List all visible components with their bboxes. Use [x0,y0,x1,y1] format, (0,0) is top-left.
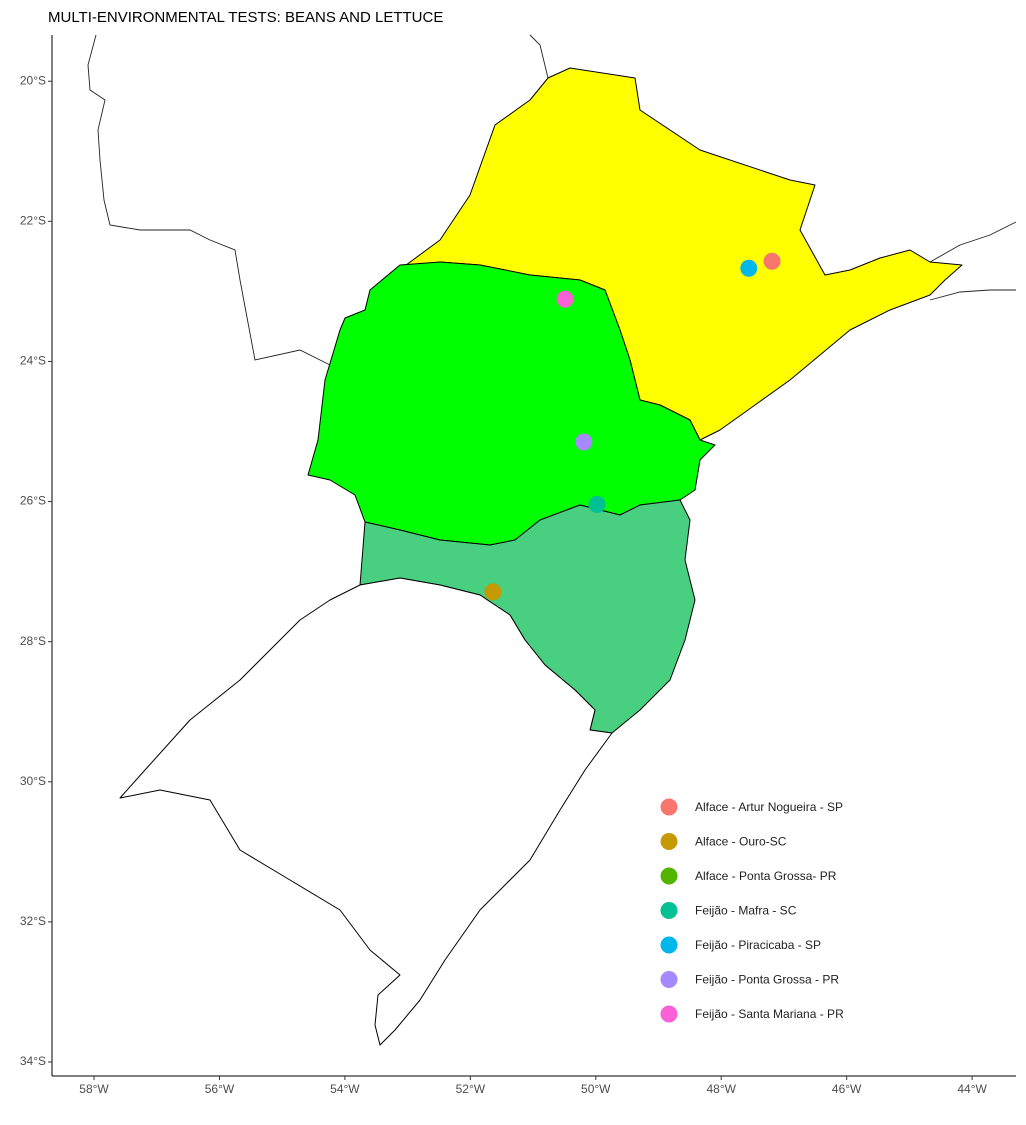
coastline [929,221,1017,263]
site-point [740,259,758,277]
legend-key [660,798,678,816]
legend: Alface - Artur Nogueira - SP Alface - Our… [660,798,844,1023]
legend-label: Feijão - Mafra - SC [695,904,797,918]
x-tick-label: 54°W [330,1082,360,1096]
country-border [87,34,331,366]
coastline [929,289,1016,301]
legend-label: Feijão - Ponta Grossa - PR [695,973,839,987]
legend-key [660,971,678,988]
site-point [763,252,781,270]
legend-key [660,833,678,850]
y-tick-label: 32°S [20,914,46,928]
state-rs [119,577,613,1046]
y-tick-label: 24°S [20,354,46,368]
x-tick-label: 58°W [79,1082,109,1096]
site-point [575,433,593,451]
legend-label: Alface - Artur Nogueira - SP [695,800,843,814]
legend-label: Alface - Ponta Grossa- PR [695,869,837,883]
legend-key [660,1005,678,1023]
x-tick-label: 52°W [456,1082,486,1096]
y-tick-label: 34°S [20,1054,46,1068]
site-point [556,290,574,308]
legend-label: Feijão - Piracicaba - SP [695,938,821,952]
y-tick-label: 30°S [20,774,46,788]
x-tick-label: 44°W [957,1082,987,1096]
x-tick-label: 48°W [706,1082,736,1096]
state-border [529,34,549,79]
legend-key [660,936,678,954]
legend-label: Alface - Ouro-SC [695,835,787,849]
y-tick-label: 28°S [20,634,46,648]
regions [87,34,1017,1046]
legend-key [660,902,678,919]
site-point [588,495,606,513]
x-tick-label: 50°W [581,1082,611,1096]
chart-title: MULTI-ENVIRONMENTAL TESTS: BEANS AND LET… [48,9,443,26]
site-point [484,583,502,601]
legend-key [660,867,678,885]
y-tick-label: 20°S [20,73,46,87]
x-tick-label: 56°W [205,1082,235,1096]
points [484,252,781,601]
legend-label: Feijão - Santa Mariana - PR [695,1007,844,1021]
x-tick-label: 46°W [832,1082,862,1096]
ticks: 58°W 56°W 54°W 52°W 50°W 48°W 46°W 44°W 34°S 32°S… [20,73,988,1096]
y-tick-label: 22°S [20,214,46,228]
y-tick-label: 26°S [20,494,46,508]
